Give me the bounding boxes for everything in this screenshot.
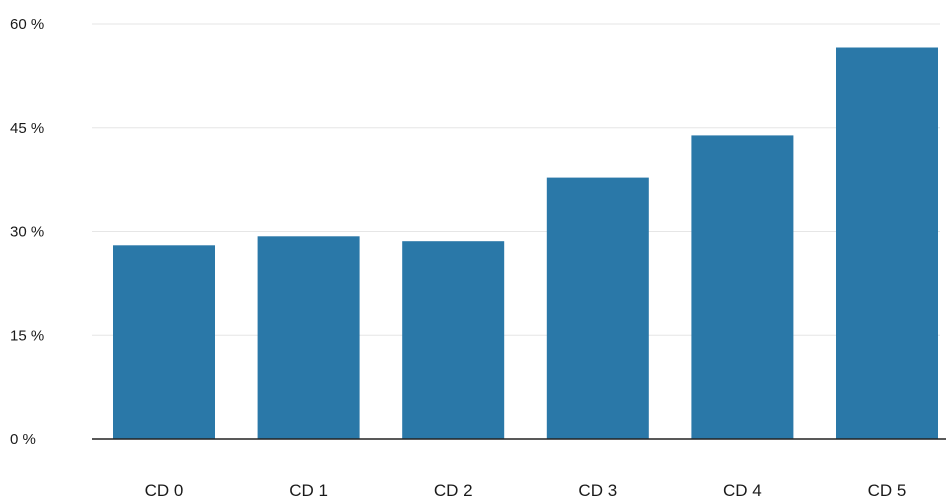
x-tick-label: CD 5	[868, 481, 907, 498]
bar-cd-5	[836, 47, 938, 439]
bar-cd-0	[113, 245, 215, 439]
bar-cd-3	[546, 177, 649, 439]
gridlines	[92, 23, 940, 336]
y-tick-label: 30 %	[10, 224, 44, 241]
x-tick-label: CD 2	[434, 481, 473, 498]
y-tick-label: 60 %	[10, 16, 44, 33]
bar-cd-1	[257, 236, 360, 439]
x-tick-label: CD 3	[578, 481, 617, 498]
x-tick-label: CD 1	[289, 481, 328, 498]
y-tick-label: 0 %	[10, 431, 36, 448]
y-tick-label: 15 %	[10, 327, 44, 344]
x-tick-label: CD 4	[723, 481, 762, 498]
bars	[113, 47, 938, 439]
y-axis-tick-labels: 0 % 15 % 30 % 45 % 60 %	[10, 16, 44, 448]
y-tick-label: 45 %	[10, 120, 44, 137]
x-axis-tick-labels: CD 0 CD 1 CD 2 CD 3 CD 4 CD 5	[145, 481, 907, 498]
bar-cd-4	[691, 135, 794, 439]
x-tick-label: CD 0	[145, 481, 184, 498]
bar-cd-2	[402, 241, 505, 439]
